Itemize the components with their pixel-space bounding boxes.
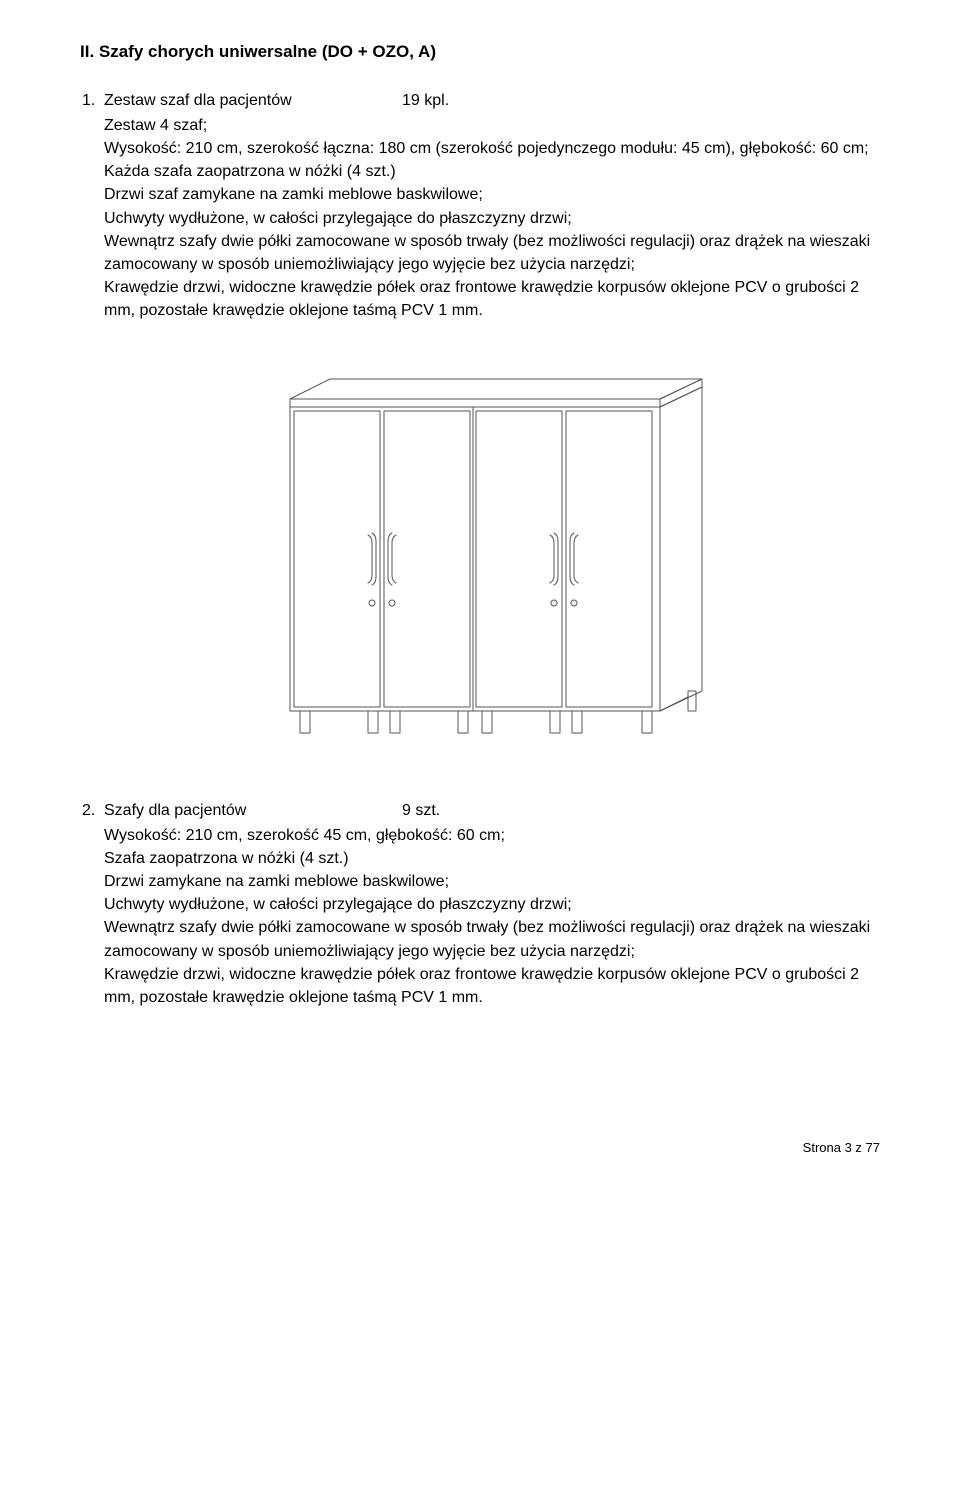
item-title: Zestaw szaf dla pacjentów [104,89,364,112]
item-1: 1. Zestaw szaf dla pacjentów 19 kpl. Zes… [80,89,880,323]
item-2: 2. Szafy dla pacjentów 9 szt. Wysokość: … [80,799,880,1010]
wardrobe-drawing [250,363,710,743]
item-header: 2. Szafy dla pacjentów 9 szt. [80,799,880,822]
item-header: 1. Zestaw szaf dla pacjentów 19 kpl. [80,89,880,112]
section-heading: II. Szafy chorych uniwersalne (DO + OZO,… [80,40,880,65]
item-number: 1. [82,89,104,112]
item-description: Zestaw 4 szaf;Wysokość: 210 cm, szerokoś… [80,114,880,323]
item-quantity: 19 kpl. [402,89,449,112]
page-footer: Strona 3 z 77 [80,1139,880,1158]
item-quantity: 9 szt. [402,799,440,822]
wardrobe-figure [80,363,880,743]
item-title: Szafy dla pacjentów [104,799,364,822]
item-number: 2. [82,799,104,822]
item-description: Wysokość: 210 cm, szerokość 45 cm, głębo… [80,824,880,1010]
